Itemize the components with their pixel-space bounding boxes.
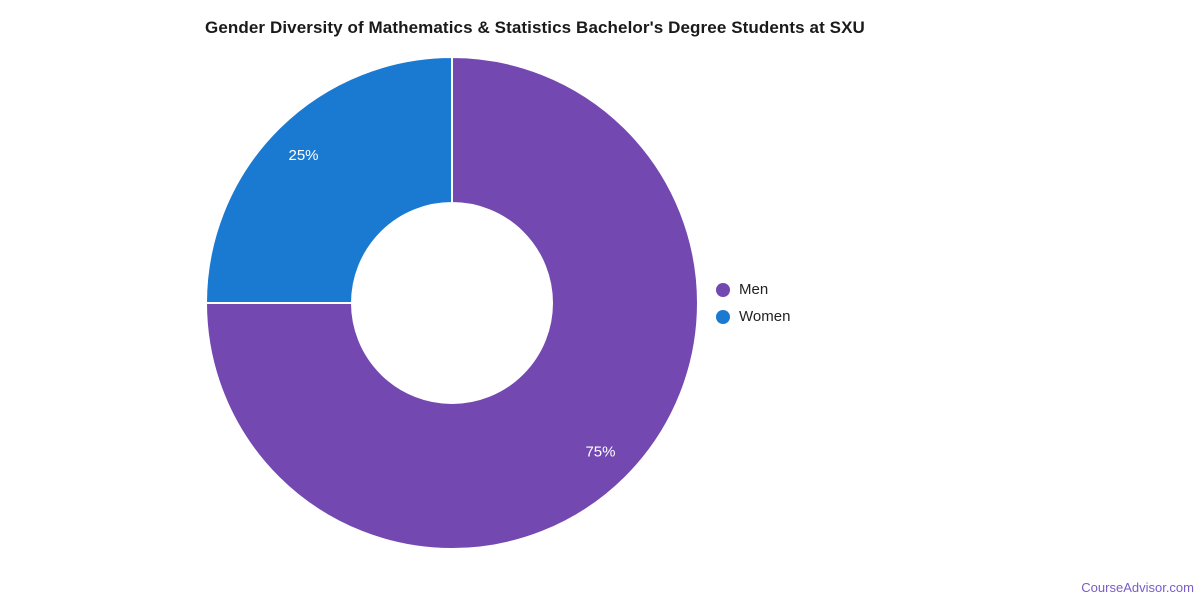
- chart-title: Gender Diversity of Mathematics & Statis…: [205, 18, 865, 37]
- legend: Men Women: [716, 280, 790, 327]
- pie-slice-women[interactable]: [205, 56, 453, 304]
- legend-label-men: Men: [739, 281, 769, 298]
- legend-item-men[interactable]: Men: [716, 280, 790, 300]
- legend-item-women[interactable]: Women: [716, 307, 790, 327]
- watermark-link[interactable]: CourseAdvisor.com: [1081, 580, 1194, 595]
- legend-swatch-women-icon: [716, 310, 730, 324]
- slice-label-men: 75%: [585, 444, 615, 461]
- pie-slice-men[interactable]: [205, 56, 699, 550]
- slice-label-women: 25%: [288, 147, 318, 164]
- legend-swatch-men-icon: [716, 283, 730, 297]
- legend-label-women: Women: [739, 308, 791, 325]
